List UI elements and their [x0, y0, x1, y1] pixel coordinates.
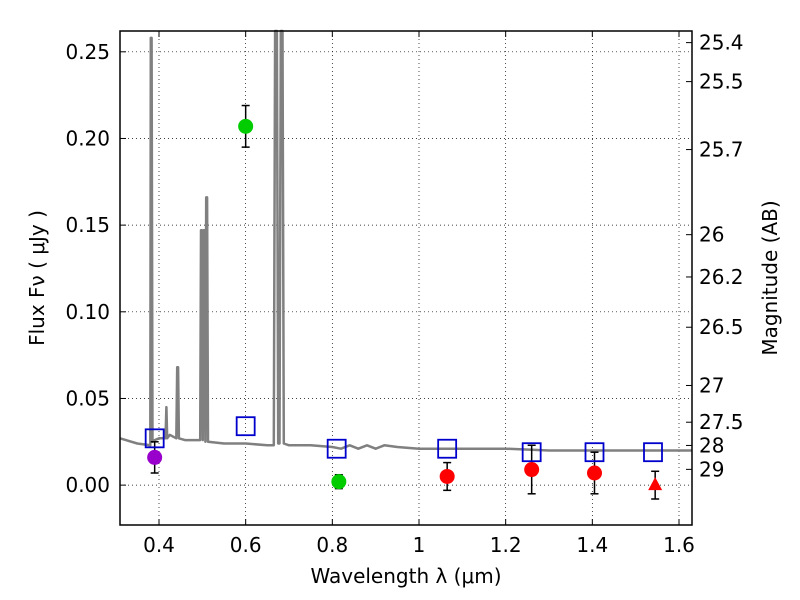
- x-axis-label: Wavelength λ (μm): [310, 564, 501, 588]
- mag-tick-label: 25.5: [699, 70, 744, 94]
- mag-tick-label: 25.7: [699, 138, 744, 162]
- x-tick-label: 1.2: [490, 533, 522, 557]
- y-tick-label: 0.25: [65, 40, 110, 64]
- x-tick-label: 1: [413, 533, 426, 557]
- model-box: [326, 438, 347, 459]
- mag-tick-label: 26: [699, 223, 724, 247]
- model-box: [521, 442, 542, 463]
- model-box: [235, 416, 256, 437]
- y-axis-label: Flux Fν ( μJy ): [25, 210, 49, 346]
- model-box: [437, 438, 458, 459]
- y-tick-label: 0.20: [65, 126, 110, 150]
- mag-tick-label: 26.2: [699, 265, 744, 289]
- x-tick-label: 1.4: [576, 533, 608, 557]
- x-tick-label: 0.8: [316, 533, 348, 557]
- y-tick-label: 0.15: [65, 213, 110, 237]
- mag-tick-label: 27: [699, 373, 724, 397]
- mag-tick-label: 26.5: [699, 315, 744, 339]
- axis-ticks: 0.4 0.6 0.8 1 1.2 1.4 1.6 0.00 0.05 0.10 0.15 0.20 0…: [65, 31, 743, 557]
- right-axis-label: Magnitude (AB): [758, 200, 782, 355]
- observed-point: [238, 118, 254, 134]
- grid-lines: [120, 31, 692, 525]
- sed-model-line: [119, 29, 692, 452]
- x-tick-label: 0.4: [143, 533, 175, 557]
- y-tick-label: 0.05: [65, 386, 110, 410]
- model-box: [643, 442, 663, 463]
- observed-point: [147, 449, 163, 465]
- observed-point: [331, 474, 347, 490]
- upper-limit-triangle: [648, 477, 663, 491]
- observed-point: [524, 462, 540, 478]
- y-tick-label: 0.10: [65, 300, 110, 324]
- y-tick-label: 0.00: [65, 473, 110, 497]
- mag-tick-label: 27.5: [699, 410, 744, 434]
- x-tick-label: 0.6: [230, 533, 262, 557]
- x-tick-label: 1.6: [663, 533, 695, 557]
- observed-point: [587, 465, 602, 481]
- mag-tick-label: 25.4: [699, 31, 744, 55]
- mag-tick-label: 28: [699, 433, 724, 457]
- model-box: [144, 428, 165, 449]
- axes-frame: [119, 30, 693, 526]
- observed-point: [439, 468, 455, 484]
- mag-tick-label: 29: [699, 457, 724, 481]
- plot-area: [119, 29, 692, 500]
- model-box: [584, 442, 605, 463]
